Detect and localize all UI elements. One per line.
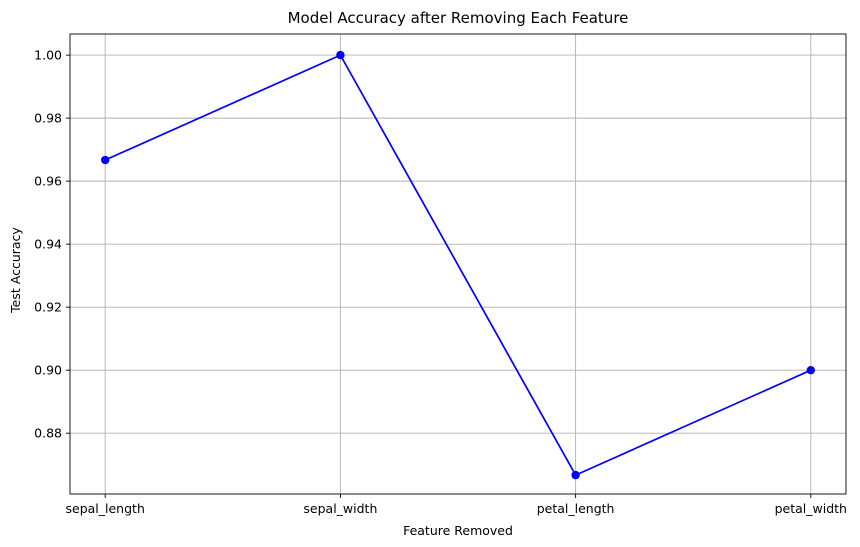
x-tick-label: petal_length — [537, 501, 615, 516]
y-tick-label: 0.96 — [34, 174, 62, 189]
data-point — [101, 155, 110, 165]
data-point — [336, 50, 345, 60]
grid — [70, 34, 846, 494]
data-point — [806, 365, 815, 375]
data-point — [571, 470, 580, 480]
chart-title: Model Accuracy after Removing Each Featu… — [288, 9, 629, 27]
y-tick-label: 0.94 — [34, 237, 62, 252]
plot-frame — [69, 33, 847, 495]
y-tick-label: 0.98 — [34, 111, 62, 126]
x-axis-label: Feature Removed — [403, 523, 513, 538]
y-tick-label: 0.90 — [34, 363, 62, 378]
y-tick-label: 1.00 — [34, 48, 62, 63]
series-line — [104, 54, 812, 476]
y-axis-label: Test Accuracy — [8, 227, 23, 314]
x-tick-label: petal_width — [775, 501, 847, 516]
series-layer — [101, 50, 815, 480]
tick-labels: sepal_length sepal_width petal_length petal… — [34, 48, 847, 516]
y-tick-label: 0.88 — [34, 426, 62, 441]
x-tick-label: sepal_width — [303, 501, 377, 516]
x-tick-label: sepal_length — [66, 501, 145, 516]
y-tick-label: 0.92 — [34, 300, 62, 315]
axes — [69, 33, 847, 495]
